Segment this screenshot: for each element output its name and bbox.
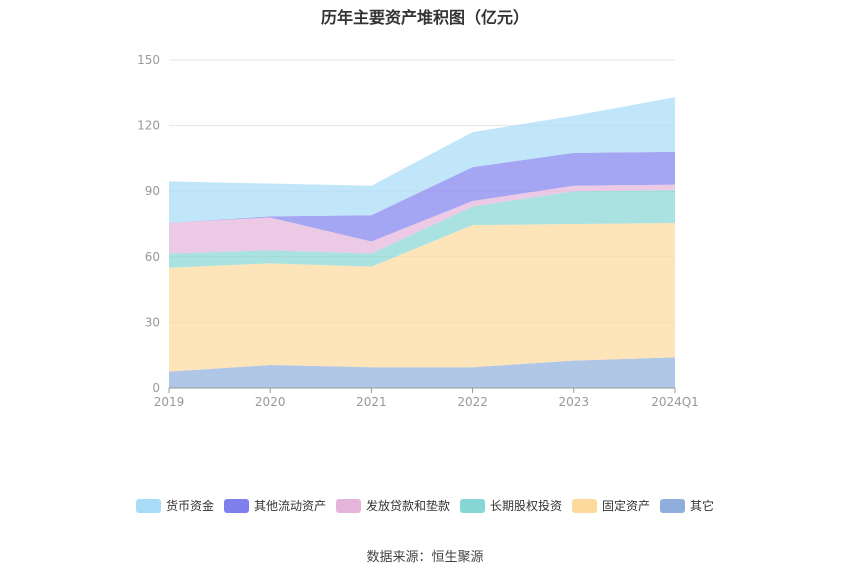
y-tick-label: 30 — [145, 315, 160, 329]
y-tick-label: 90 — [145, 184, 160, 198]
legend-swatch — [135, 498, 161, 513]
area-series-4 — [169, 151, 675, 242]
area-series — [169, 97, 675, 388]
axes: 0 30 60 90 120 150 2019 2020 2021 2022 2023 2024Q1 — [137, 53, 699, 409]
y-tick-label: 150 — [137, 53, 160, 67]
legend-label: 固定资产 — [602, 499, 651, 513]
legend-swatch — [460, 498, 485, 513]
legend-item[interactable]: 其它 — [660, 497, 714, 514]
y-tick-label: 0 — [152, 381, 160, 395]
legend-swatch — [223, 498, 249, 513]
x-tick-label: 2020 — [255, 395, 286, 409]
area-series-1 — [169, 222, 675, 372]
y-tick-label: 120 — [137, 119, 160, 133]
legend-item[interactable]: 长期股权投资 — [460, 497, 562, 514]
legend-item[interactable]: 固定资产 — [572, 497, 650, 514]
legend-swatch — [335, 498, 361, 513]
x-tick-label: 2024Q1 — [651, 395, 699, 409]
x-tick-label: 2022 — [457, 395, 488, 409]
data-source-note: 数据来源：恒生聚源 — [366, 550, 484, 565]
area-series-2 — [169, 190, 675, 268]
legend-swatch — [660, 498, 686, 513]
legend-label: 其它 — [690, 499, 715, 513]
legend-item[interactable]: 货币资金 — [135, 497, 214, 514]
x-tick-label: 2019 — [154, 395, 185, 409]
legend: 货币资金 其他流动资产 发放贷款和垫款 长期股权投资 固定资产 其它 — [0, 497, 850, 514]
area-series-5 — [169, 97, 675, 223]
area-series-0 — [169, 357, 675, 388]
chart-title: 历年主要资产堆积图（亿元） — [320, 8, 529, 27]
legend-label: 发放贷款和垫款 — [365, 499, 450, 513]
legend-label: 长期股权投资 — [490, 499, 563, 513]
x-tick-label: 2023 — [559, 395, 590, 409]
legend-label: 其他流动资产 — [253, 499, 326, 513]
area-series-3 — [169, 184, 675, 254]
legend-swatch — [572, 498, 598, 513]
y-tick-label: 60 — [145, 250, 160, 264]
x-tick-label: 2021 — [356, 395, 387, 409]
legend-item[interactable]: 其他流动资产 — [223, 497, 326, 514]
legend-item[interactable]: 发放贷款和垫款 — [335, 497, 450, 514]
legend-label: 货币资金 — [165, 499, 214, 513]
